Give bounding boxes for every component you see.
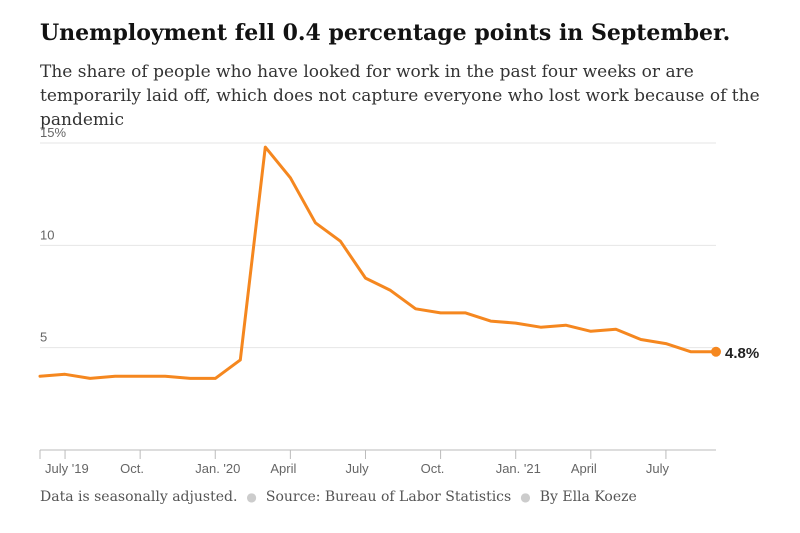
x-tick-label: July <box>646 461 670 476</box>
chart-subtitle: The share of people who have looked for … <box>40 62 760 130</box>
x-tick-label: Jan. '20 <box>195 461 240 476</box>
y-tick-label: 10 <box>40 227 54 242</box>
footer-separator: ● <box>520 490 531 504</box>
chart-title: Unemployment fell 0.4 percentage points … <box>40 20 731 46</box>
x-tick-label: Oct. <box>120 461 144 476</box>
footer-note: Data is seasonally adjusted. <box>40 489 238 505</box>
y-axis-ticks: 15% 10 5 <box>40 125 66 345</box>
gridlines <box>40 142 716 349</box>
x-tick-label: July <box>345 461 369 476</box>
x-tick-label: July '19 <box>45 461 89 476</box>
footer-byline: By Ella Koeze <box>539 489 637 505</box>
unemployment-rate-line <box>38 145 718 380</box>
y-tick-label: 5 <box>40 330 47 345</box>
x-tick-label: April <box>571 461 597 476</box>
x-axis-ticks: July '19 Oct. Jan. '20 April July Oct. Jan. '2… <box>39 450 670 476</box>
chart-footer: Data is seasonally adjusted. ● Source: Bur… <box>40 489 637 505</box>
footer-source: Source: Bureau of Labor Statistics <box>265 489 512 505</box>
footer-separator: ● <box>246 490 257 504</box>
series-layer: 4.8% <box>38 145 759 380</box>
x-tick-label: Oct. <box>421 461 445 476</box>
x-tick-label: April <box>270 461 296 476</box>
end-point-marker <box>711 346 721 357</box>
y-tick-label: 15% <box>40 125 66 140</box>
end-value-label: 4.8% <box>725 345 759 362</box>
x-tick-label: Jan. '21 <box>496 461 541 476</box>
